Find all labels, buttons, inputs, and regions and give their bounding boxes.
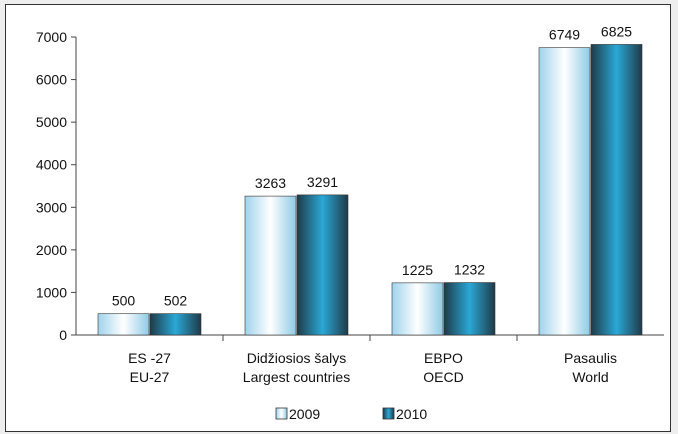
category-label: EBPO (424, 350, 463, 366)
data-label-2009: 500 (112, 293, 136, 309)
legend-label-2010: 2010 (396, 406, 427, 422)
data-label-2010: 6825 (601, 23, 632, 39)
y-tick-label: 1000 (36, 284, 67, 300)
data-label-2010: 502 (164, 293, 188, 309)
y-tick-label: 6000 (36, 72, 67, 88)
category-label: EU-27 (130, 369, 170, 385)
data-label-2009: 1225 (402, 262, 433, 278)
y-tick-label: 2000 (36, 242, 67, 258)
y-tick-label: 0 (59, 327, 67, 343)
category-label: OECD (423, 369, 463, 385)
legend-swatch-2009 (275, 407, 288, 420)
category-label: Didžiosios šalys (247, 350, 347, 366)
bar-2009 (244, 195, 297, 336)
data-label-2009: 6749 (549, 27, 580, 43)
bar-2009 (97, 313, 150, 336)
data-label-2010: 1232 (454, 262, 485, 278)
category-label: Largest countries (243, 369, 350, 385)
y-tick-label: 3000 (36, 199, 67, 215)
bars (97, 44, 643, 336)
bar-2010 (443, 282, 496, 336)
bar-2010 (590, 44, 643, 336)
bar-2010 (149, 313, 202, 336)
bar-2009 (538, 47, 591, 336)
legend-swatch-2010 (382, 407, 395, 420)
legend: 2009 2010 (275, 406, 427, 422)
data-label-2009: 3263 (255, 175, 286, 191)
legend-label-2009: 2009 (289, 406, 320, 422)
category-label: Pasaulis (564, 350, 617, 366)
y-tick-label: 5000 (36, 114, 67, 130)
bar-2009 (391, 282, 444, 336)
data-label-2010: 3291 (307, 174, 338, 190)
y-tick-label: 7000 (36, 29, 67, 45)
category-label: ES -27 (128, 350, 171, 366)
category-label: World (572, 369, 608, 385)
bar-2010 (296, 194, 349, 336)
y-tick-label: 4000 (36, 157, 67, 173)
labels: 500 502 ES -27 EU-27 3263 3291 Didžiosios šaly… (112, 23, 632, 385)
